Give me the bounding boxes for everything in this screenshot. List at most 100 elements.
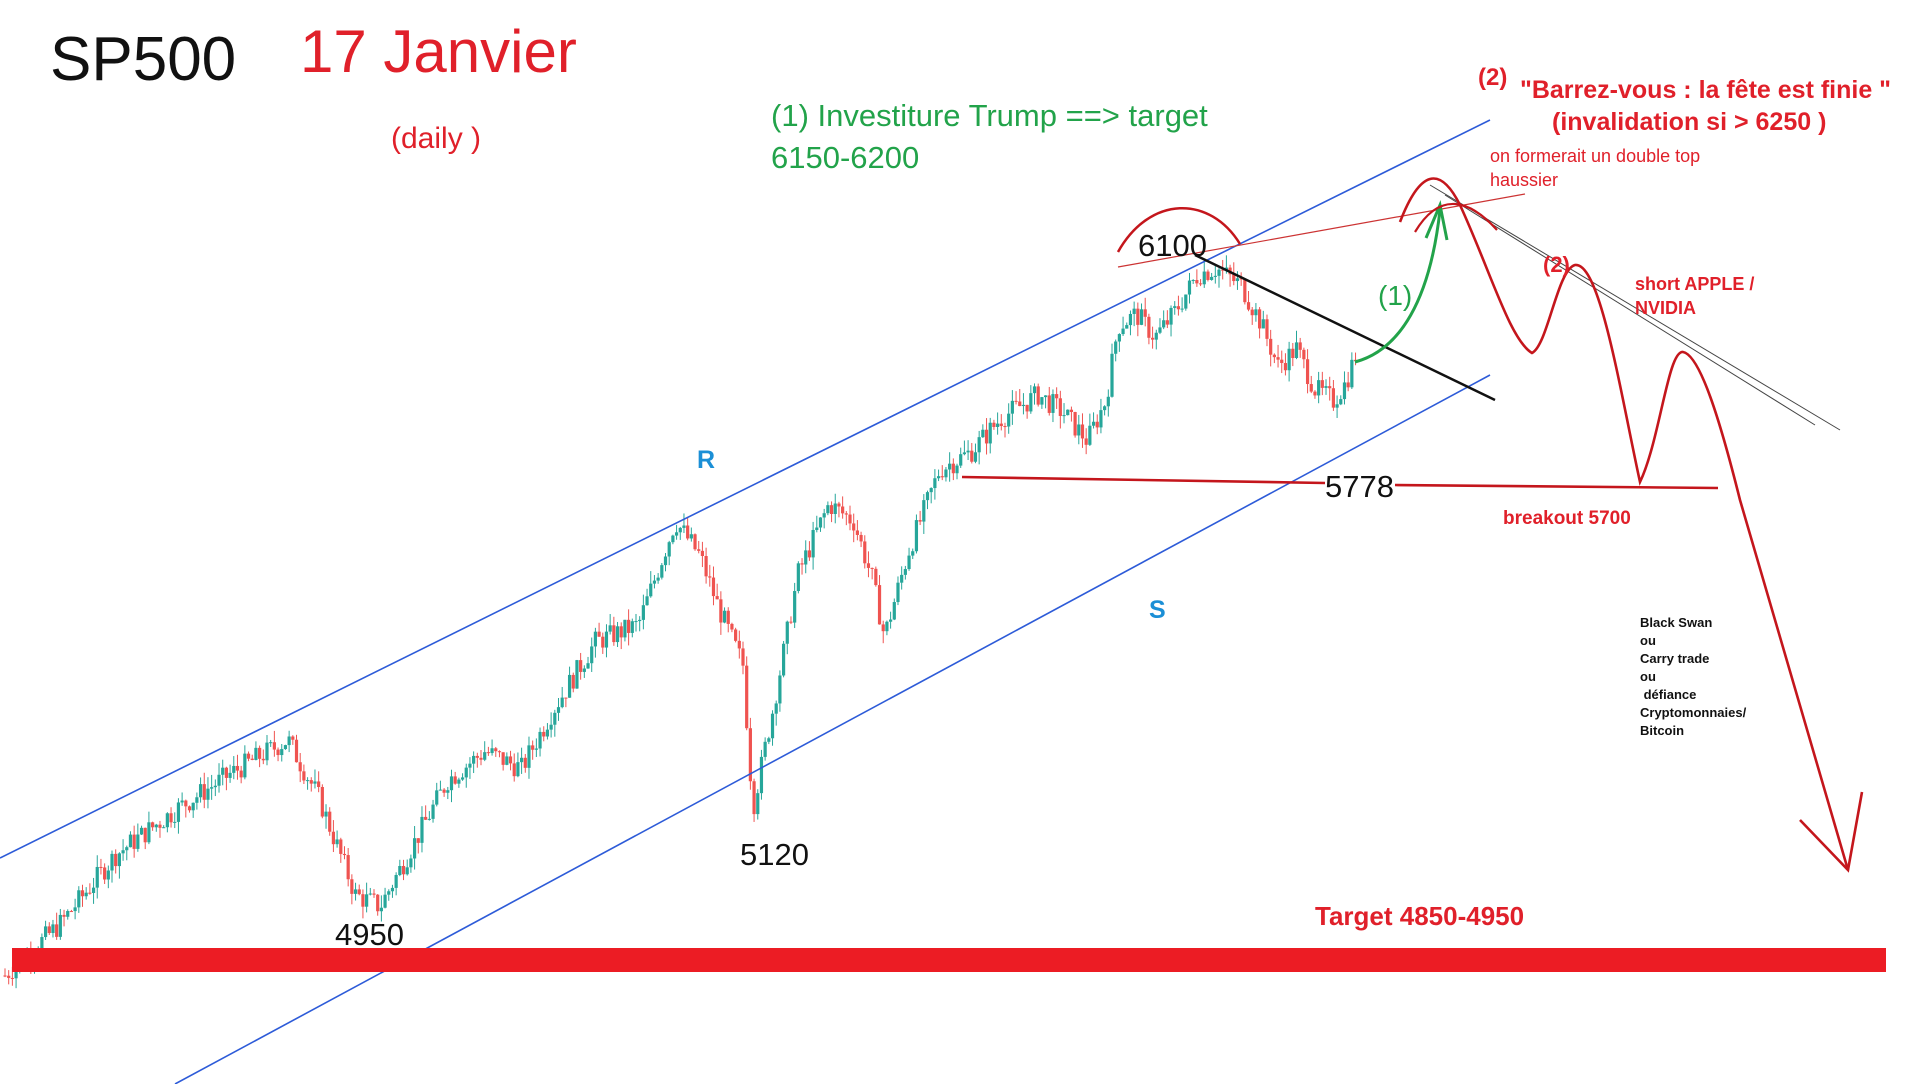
candle-body <box>1029 393 1033 412</box>
candle-body <box>734 629 738 641</box>
candle-body <box>649 583 653 597</box>
candle-body <box>807 550 812 558</box>
candle-body <box>151 822 155 828</box>
candle-body <box>202 784 206 800</box>
candle-body <box>682 525 686 528</box>
candle-body <box>1091 421 1096 426</box>
candle-body <box>531 745 535 750</box>
candle-body <box>479 757 483 760</box>
candle-body <box>320 786 324 817</box>
candle-body <box>14 967 18 979</box>
breakout-label: breakout 5700 <box>1503 508 1631 529</box>
candle-body <box>401 865 406 875</box>
candle-body <box>431 804 435 819</box>
candle-body <box>608 625 612 632</box>
candle-body <box>841 506 845 514</box>
candle-body <box>630 621 634 633</box>
candle-body <box>874 568 878 586</box>
candle-body <box>1106 396 1110 407</box>
candle-body <box>217 774 221 786</box>
candle-body <box>1269 338 1273 355</box>
candle-body <box>379 907 383 912</box>
scenario-1-marker: (1) <box>1378 280 1412 311</box>
candle-body <box>929 488 933 493</box>
candle-body <box>66 911 70 917</box>
candle-body <box>1069 409 1074 413</box>
candle-body <box>383 894 387 908</box>
candle-body <box>1139 309 1144 325</box>
candle-body <box>84 892 88 897</box>
candle-body <box>560 697 564 708</box>
candle-body <box>357 889 361 895</box>
candle-body <box>638 619 642 622</box>
candle-body <box>272 742 276 750</box>
candle-body <box>283 745 288 750</box>
candle-body <box>339 839 343 854</box>
candle-body <box>1040 397 1044 405</box>
candle-body <box>564 697 568 699</box>
timeframe-label: (daily ) <box>391 122 481 155</box>
scenario-1-arrow <box>1354 209 1442 364</box>
candle-body <box>1062 415 1066 417</box>
candle-body <box>852 523 856 531</box>
candle-body <box>1110 353 1114 397</box>
symbol-title: SP500 <box>50 25 236 94</box>
candle-body <box>781 643 786 676</box>
candle-body <box>1335 404 1339 408</box>
candle-body <box>970 450 974 462</box>
scenario-1-line1: (1) Investiture Trump ==> target <box>771 98 1208 133</box>
candle-body <box>586 663 590 669</box>
candle-body <box>789 621 793 623</box>
candle-body <box>885 621 889 632</box>
risk-black-swan: Black Swan <box>1640 615 1712 630</box>
candle-body <box>553 712 557 725</box>
candle-body <box>907 555 911 570</box>
candle-body <box>1121 328 1125 335</box>
candle-body <box>305 780 310 782</box>
candle-body <box>1191 280 1195 282</box>
level-4950-label: 4950 <box>335 917 404 952</box>
candle-body <box>900 574 904 583</box>
candle-body <box>328 811 332 832</box>
candle-body <box>302 771 306 781</box>
candle-body <box>700 550 705 557</box>
candle-body <box>877 585 882 625</box>
candle-body <box>523 757 527 768</box>
candle-body <box>612 625 616 643</box>
candle-body <box>1317 380 1321 396</box>
candle-body <box>641 605 645 620</box>
candle-body <box>1298 342 1302 350</box>
support-label: S <box>1149 596 1166 624</box>
candle-body <box>1066 409 1070 416</box>
candle-body <box>110 853 114 871</box>
double-top-small-arc <box>1414 202 1498 233</box>
candle-body <box>527 745 531 768</box>
candle-body <box>1346 382 1350 388</box>
candle-body <box>1018 401 1022 407</box>
candle-body <box>195 797 199 803</box>
candle-body <box>1350 359 1354 388</box>
candle-body <box>1147 316 1151 338</box>
candle-body <box>914 520 919 552</box>
candle-body <box>276 749 280 756</box>
double-top-resistance-line-2 <box>1444 194 1816 426</box>
candle-body <box>139 827 144 835</box>
candle-body <box>1021 404 1026 407</box>
candle-body <box>261 758 265 761</box>
candle-body <box>1206 271 1210 280</box>
double-top-note-line2: haussier <box>1490 170 1558 190</box>
candle-body <box>516 762 520 777</box>
candle-body <box>1143 309 1147 317</box>
candle-body <box>43 926 48 938</box>
candle-body <box>132 834 136 849</box>
candle-body <box>508 756 513 764</box>
candle-body <box>390 887 395 892</box>
candle-body <box>1088 425 1092 445</box>
double-top-neckline <box>1117 193 1526 268</box>
level-5778-label: 5778 <box>1325 469 1394 504</box>
candle-body <box>1239 278 1243 280</box>
candle-body <box>1125 325 1129 329</box>
candle-body <box>350 879 354 894</box>
candle-body <box>708 576 712 578</box>
